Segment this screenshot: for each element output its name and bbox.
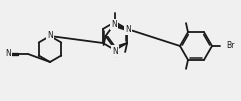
Text: Br: Br [226, 42, 234, 50]
Text: N: N [112, 46, 118, 56]
Text: N: N [111, 20, 117, 29]
Text: N: N [47, 32, 53, 41]
Text: N: N [5, 49, 11, 58]
Text: N: N [125, 25, 131, 34]
